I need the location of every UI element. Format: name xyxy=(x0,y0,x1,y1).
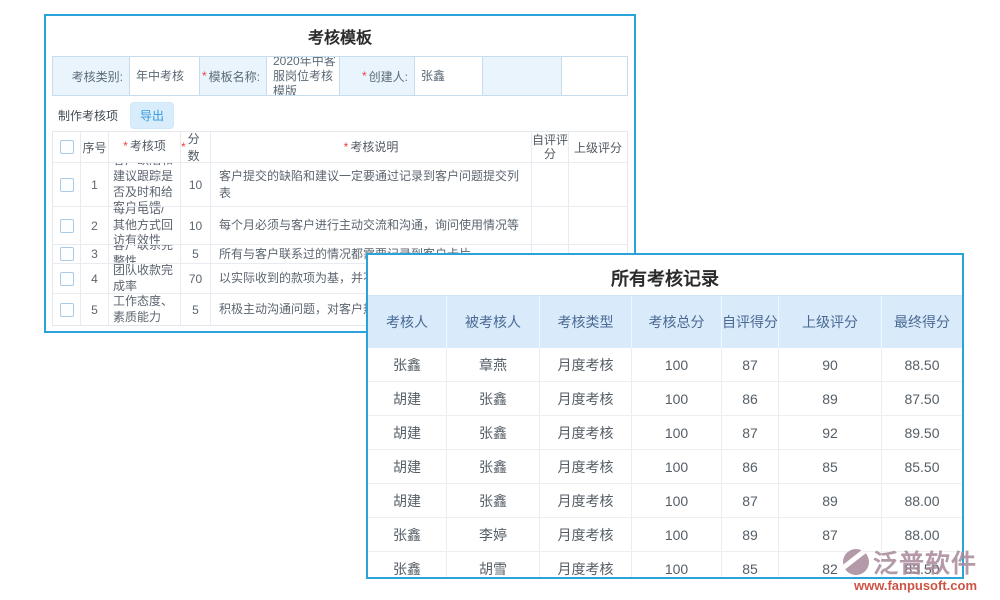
empty-form-label-cell xyxy=(483,57,562,95)
header-item: * 考核项 xyxy=(109,132,181,162)
self-score-cell xyxy=(532,207,569,244)
fanpu-logo-icon xyxy=(843,549,869,575)
header-assessment-type: 考核类型 xyxy=(540,296,632,348)
records-header-row: 考核人 被考核人 考核类型 考核总分 自评得分 上级评分 最终得分 xyxy=(368,295,962,348)
record-row[interactable]: 胡建 张鑫 月度考核 100 86 89 87.50 xyxy=(368,382,962,416)
row-checkbox[interactable] xyxy=(59,177,74,192)
creator-label: * 创建人: xyxy=(340,57,415,95)
template-name-label: * 模板名称: xyxy=(200,57,267,95)
empty-form-value-cell xyxy=(562,57,627,95)
tab-make-assessment-items[interactable]: 制作考核项 xyxy=(58,108,119,123)
header-score: * 分数 xyxy=(181,132,211,162)
template-form: 考核类别: 年中考核 * 模板名称: 2020年中客服岗位考核模版 * 创建人:… xyxy=(52,56,628,96)
record-row[interactable]: 胡建 张鑫 月度考核 100 87 92 89.50 xyxy=(368,416,962,450)
row-checkbox[interactable] xyxy=(59,247,74,261)
record-row[interactable]: 胡建 张鑫 月度考核 100 87 89 88.00 xyxy=(368,484,962,518)
select-all-checkbox[interactable] xyxy=(59,140,74,154)
superior-score-cell xyxy=(569,207,627,244)
items-table-header-row: 序号 * 考核项 * 分数 * 考核说明 自评评分 上级评分 xyxy=(53,132,627,163)
self-score-cell xyxy=(532,163,569,206)
required-asterisk: * xyxy=(343,139,349,154)
header-assessor: 考核人 xyxy=(368,296,447,348)
required-asterisk: * xyxy=(361,69,367,83)
header-self-score: 自评得分 xyxy=(722,296,779,348)
record-row[interactable]: 张鑫 胡雪 月度考核 100 85 82 83.50 xyxy=(368,552,962,577)
table-row: 2 每月电话/其他方式回访有效性 10 每个月必须与客户进行主动交流和沟通，询问… xyxy=(53,207,627,245)
header-total-score: 考核总分 xyxy=(632,296,722,348)
vendor-url: www.fanpusoft.com xyxy=(853,578,978,593)
header-checkbox-cell xyxy=(53,132,81,162)
template-name-value: 2020年中客服岗位考核模版 xyxy=(267,57,340,95)
header-self-score: 自评评分 xyxy=(532,132,569,162)
row-checkbox[interactable] xyxy=(59,271,74,286)
row-checkbox[interactable] xyxy=(59,218,74,233)
header-final-score: 最终得分 xyxy=(894,313,950,330)
header-superior-score: 上级评分 xyxy=(779,296,882,348)
header-superior-score: 上级评分 xyxy=(573,140,622,155)
vendor-watermark: 泛普软件 www.fanpusoft.com xyxy=(843,544,977,593)
header-assessee: 被考核人 xyxy=(447,296,540,348)
export-button[interactable]: 导出 xyxy=(130,101,175,129)
vendor-brand-name: 泛普软件 xyxy=(873,550,978,578)
table-row: 5 工作态度、素质能力 5 积极主动沟通问题，对客户热情真诚 xyxy=(53,294,627,325)
template-tabbar: 制作考核项 导出 xyxy=(58,101,634,129)
record-row[interactable]: 胡建 张鑫 月度考核 100 86 85 85.50 xyxy=(368,450,962,484)
header-desc: * 考核说明 xyxy=(211,132,532,162)
record-row[interactable]: 张鑫 李婷 月度考核 100 89 87 88.00 xyxy=(368,518,962,552)
creator-value: 张鑫 xyxy=(415,57,483,95)
required-asterisk: * xyxy=(201,69,207,83)
category-value: 年中考核 xyxy=(130,57,200,95)
records-panel-title: 所有考核记录 xyxy=(611,269,719,289)
required-asterisk: * xyxy=(181,140,186,154)
row-checkbox[interactable] xyxy=(59,302,74,317)
table-row: 1 客户缺陷和建议跟踪是否及时和给客户反馈 10 客户提交的缺陷和建议一定要通过… xyxy=(53,163,627,207)
template-panel-title: 考核模板 xyxy=(307,30,372,47)
record-row[interactable]: 张鑫 章燕 月度考核 100 87 90 88.50 xyxy=(368,348,962,382)
superior-score-cell xyxy=(569,163,627,206)
required-asterisk: * xyxy=(123,139,128,154)
header-seq: 序号 xyxy=(81,132,109,162)
assessment-records-panel: 所有考核记录 考核人 被考核人 考核类型 考核总分 自评得分 上级评分 最终得分… xyxy=(366,253,964,579)
category-label: 考核类别: xyxy=(53,57,130,95)
